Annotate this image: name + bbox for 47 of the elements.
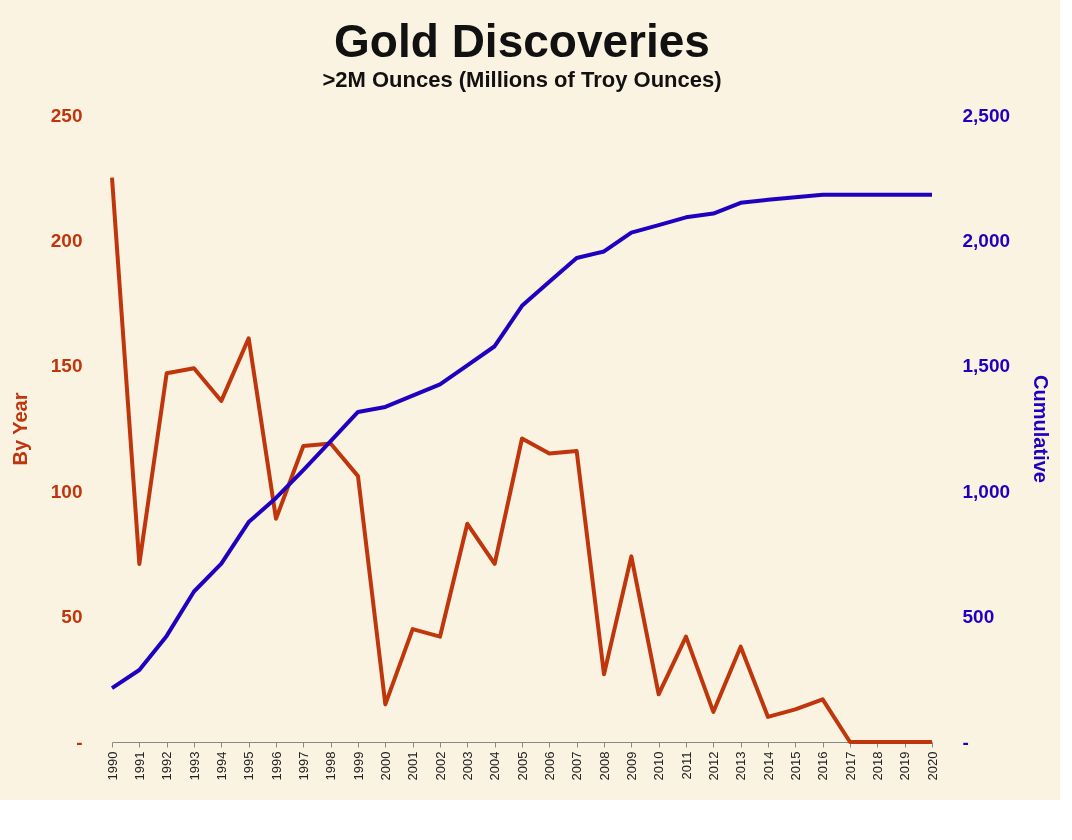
- x-tick-label: 2018: [869, 751, 885, 781]
- y2-axis-title: Cumulative: [1030, 375, 1053, 483]
- x-tick-label: 2010: [651, 751, 667, 781]
- y-tick-label: 100: [50, 480, 83, 502]
- x-tick-label: 2002: [432, 751, 448, 781]
- x-tick-label: 2008: [596, 751, 612, 781]
- x-tick-label: 2006: [541, 751, 557, 781]
- y2-tick-label: -: [962, 731, 969, 753]
- y2-tick-label: 1,000: [962, 480, 1011, 502]
- x-tick-label: 2003: [459, 751, 475, 781]
- x-tick-label: 1992: [159, 751, 175, 781]
- x-tick-label: 1997: [295, 751, 311, 781]
- x-tick-label: 2009: [623, 751, 639, 781]
- x-tick-label: 2012: [705, 751, 721, 781]
- x-tick-label: 2005: [514, 751, 530, 781]
- x-tick-label: 1991: [131, 751, 147, 781]
- y-axis-title: By Year: [8, 392, 31, 466]
- x-tick-label: 2015: [787, 751, 803, 781]
- x-tick-label: 2019: [897, 751, 913, 781]
- x-tick-label: 2007: [569, 751, 585, 781]
- y2-tick-label: 500: [962, 606, 995, 628]
- chart-subtitle: >2M Ounces (Millions of Troy Ounces): [322, 67, 722, 92]
- x-tick-label: 2020: [924, 751, 940, 781]
- x-tick-label: 1995: [241, 751, 257, 781]
- y-tick-label: 150: [50, 355, 83, 377]
- y-tick-label: 200: [50, 229, 83, 251]
- x-tick-label: 2014: [760, 751, 776, 781]
- y2-tick-label: 2,500: [962, 104, 1011, 126]
- y2-tick-label: 1,500: [962, 355, 1011, 377]
- x-tick-label: 1999: [350, 751, 366, 781]
- x-tick-label: 2017: [842, 751, 858, 781]
- x-tick-label: 1996: [268, 751, 284, 781]
- x-tick-label: 1990: [104, 751, 120, 781]
- x-tick-label: 2016: [815, 751, 831, 781]
- y-tick-label: -: [76, 731, 83, 753]
- x-tick-label: 1994: [213, 751, 229, 781]
- x-tick-label: 2011: [678, 751, 694, 780]
- x-tick-label: 2004: [487, 751, 503, 781]
- x-tick-label: 1993: [186, 751, 202, 781]
- y-tick-label: 250: [50, 104, 83, 126]
- chart-title: Gold Discoveries: [334, 15, 710, 67]
- x-tick-label: 2013: [733, 751, 749, 781]
- y-tick-label: 50: [61, 606, 83, 628]
- y2-tick-label: 2,000: [962, 229, 1011, 251]
- x-tick-label: 2001: [405, 751, 421, 781]
- x-tick-label: 2000: [377, 751, 393, 781]
- x-tick-label: 1998: [323, 751, 339, 781]
